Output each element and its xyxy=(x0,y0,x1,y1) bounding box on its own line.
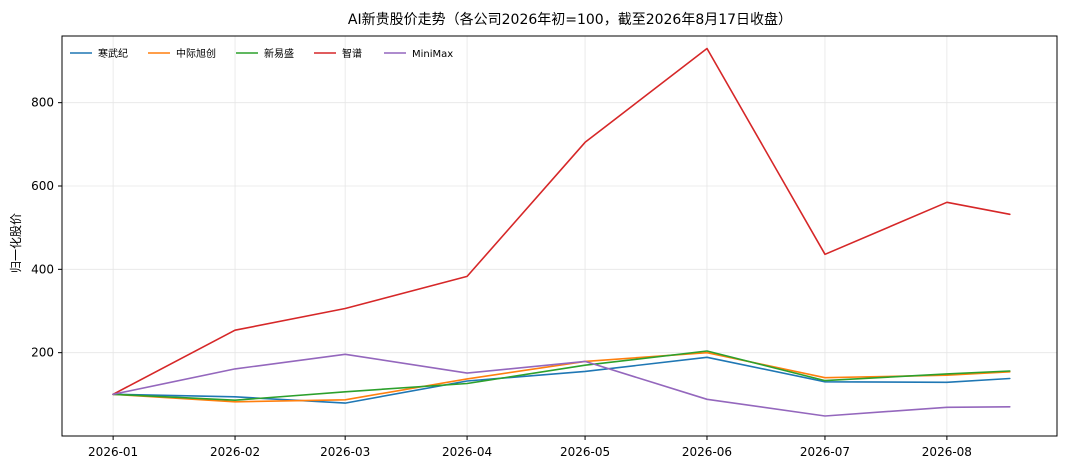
x-tick-label: 2026-05 xyxy=(560,445,610,459)
y-tick-label: 400 xyxy=(31,262,54,276)
series-line-3 xyxy=(112,350,1011,402)
x-tick-label: 2026-08 xyxy=(922,445,972,459)
series-line-5 xyxy=(112,353,1011,417)
series-line-4 xyxy=(112,47,1011,396)
legend-label: 寒武纪 xyxy=(98,47,128,60)
y-axis: 200 400 600 800 xyxy=(31,96,62,360)
plot-area-frame xyxy=(61,35,1058,437)
x-tick-label: 2026-06 xyxy=(682,445,732,459)
x-tick-label: 2026-07 xyxy=(800,445,850,459)
x-tick-label: 2026-04 xyxy=(442,445,492,459)
y-tick-label: 600 xyxy=(31,179,54,193)
x-tick-label: 2026-02 xyxy=(210,445,260,459)
x-axis: 2026-01 2026-02 2026-03 2026-04 2026-05 2026-… xyxy=(88,436,972,459)
legend-label: 中际旭创 xyxy=(176,47,216,60)
y-tick-label: 200 xyxy=(31,346,54,360)
legend-label: MiniMax xyxy=(412,49,453,60)
chart-title: AI新贵股价走势（各公司2026年初=100，截至2026年8月17日收盘） xyxy=(348,11,792,28)
y-tick-label: 800 xyxy=(31,96,54,110)
legend: 寒武纪 中际旭创 新易盛 智谱 MiniMax xyxy=(70,47,453,60)
legend-label: 智谱 xyxy=(342,47,362,60)
x-tick-label: 2026-03 xyxy=(320,445,370,459)
series-group xyxy=(112,47,1011,417)
legend-label: 新易盛 xyxy=(264,47,294,60)
grid xyxy=(62,36,1057,436)
y-axis-label: 归一化股价 xyxy=(9,213,23,273)
x-tick-label: 2026-01 xyxy=(88,445,138,459)
series-line-1 xyxy=(112,356,1011,404)
